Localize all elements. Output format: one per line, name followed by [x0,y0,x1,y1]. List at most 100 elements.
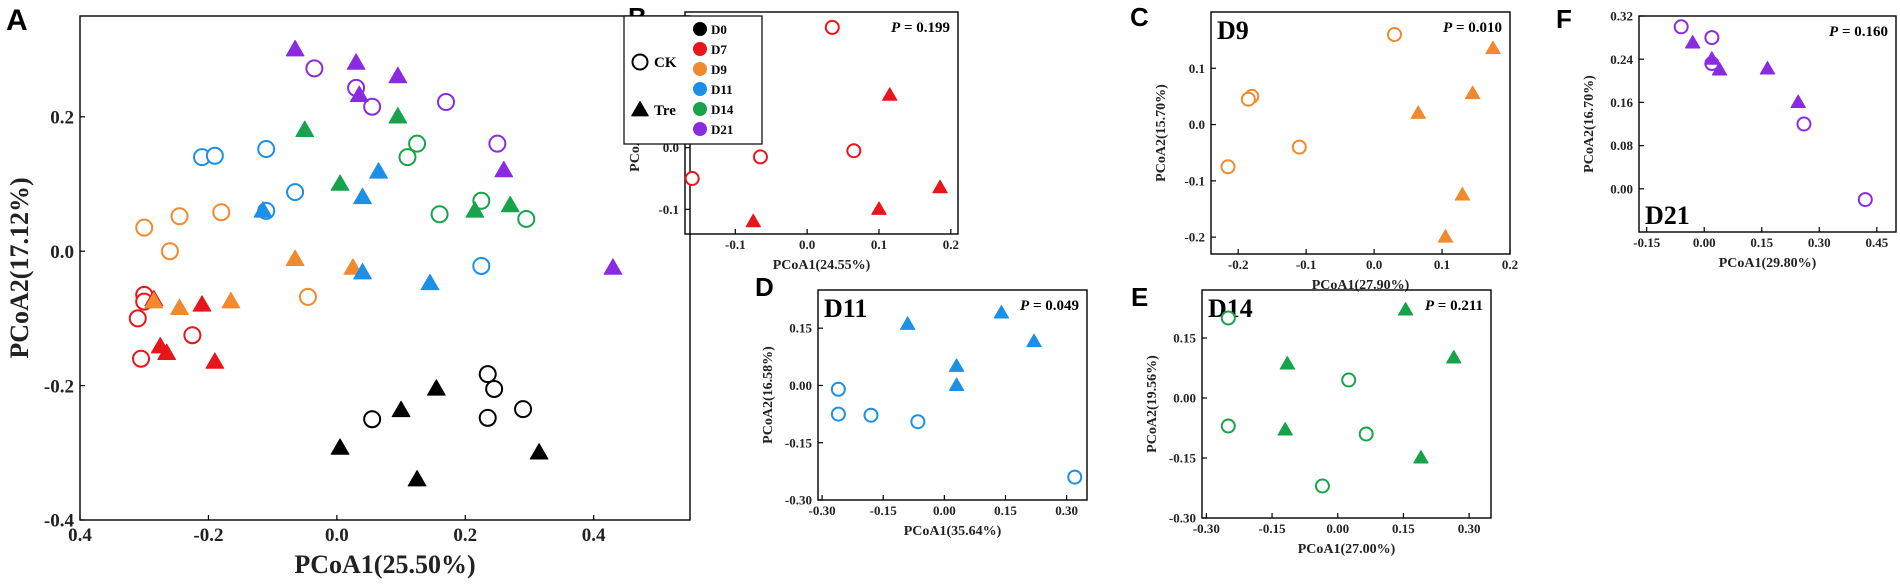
panel-letter: C [1130,2,1149,32]
point-d7-ck [684,171,700,186]
point-d21-ck [363,97,382,116]
y-tick-label: 0.16 [1610,95,1633,110]
plot-frame [79,15,691,521]
plot-frame [817,289,1088,501]
p-equals-sign: = [1029,298,1045,314]
p-equals-sign: = [1434,298,1450,314]
plot-frame [1210,11,1511,255]
legend-d7-swatch [693,42,707,56]
x-tick-label: 0.30 [1808,235,1831,250]
p-value-label: P = 0.211 [1425,298,1483,314]
x-tick-label: 0.4 [68,525,92,546]
panel-a: A0.4 -0.2 0.0 0.2 0.4-0.4-0.20.00.2PCoA1(25.… [5,4,691,579]
point-d9-ck [212,203,231,222]
point-d9-ck [160,242,179,261]
point-d9-tre [1485,40,1501,55]
p-symbol: P [1443,20,1453,36]
point-d11-tre [369,162,388,179]
day-label: D9 [1217,16,1249,45]
point-d9-ck [135,218,154,237]
point-d14-ck [1220,310,1236,326]
point-d14-tre [295,120,315,137]
point-d9-tre [1410,105,1426,119]
point-d0-tre [426,379,446,396]
panel-letter: D [755,272,774,302]
y-tick-label: -0.15 [1169,451,1197,466]
point-d21-ck [305,59,324,78]
series-d14 [295,107,536,228]
p-symbol: P [1829,24,1839,40]
series-d21 [1673,19,1873,208]
y-tick-label: 0.15 [1173,331,1196,346]
y-tick-label: -0.30 [785,493,812,508]
x-tick-label: 0.30 [1458,521,1481,536]
x-tick-label: 0.45 [1865,235,1888,250]
p-symbol: P [891,20,901,36]
panel-c: C -0.2 -0.1 0.0 0.1 0.2 -0.2 -0.1 0.0 0.1 PCoA1(27… [1130,2,1518,293]
point-d9-ck [1240,91,1256,107]
point-d21-tre [603,258,623,275]
legend-d11-swatch [693,82,707,96]
point-d7-ck [846,143,862,159]
panel-e: E -0.30 -0.15 0.00 0.15 0.30 -0.30 -0.15 0.00 0.1… [1131,282,1492,557]
panel-letter: E [1131,282,1148,312]
point-d7-tre [932,179,948,194]
point-d14-tre [1413,450,1429,464]
point-d21-tre [388,66,408,84]
point-d0-ck [478,408,497,427]
day-label: D21 [1645,201,1690,230]
plot-frame [1638,15,1897,233]
point-d11-tre [353,187,372,205]
legend-d14-swatch [693,102,707,116]
point-d14-tre [1277,422,1293,436]
y-tick-label: -0.1 [658,202,679,217]
x-tick-label: 0.15 [994,503,1017,518]
series-d14 [1220,302,1462,494]
y-tick-label: 0.00 [1173,391,1196,406]
legend: CK Tre D0 D7 D9 D11 D14 D21 [623,15,763,145]
legend-tre-marker [631,100,649,117]
p-equals-sign: = [1838,24,1854,40]
p-value-label: P = 0.010 [1443,20,1502,36]
x-tick-label: 0.1 [1434,257,1450,272]
point-d21-tre [346,53,366,70]
point-d7-ck [183,326,202,345]
p-equals-sign: = [1452,20,1468,36]
x-tick-label: 0.00 [1326,521,1349,536]
point-d11-ck [830,381,846,397]
panel-f: F -0.15 0.00 0.15 0.30 0.45 0.00 0.08 0.16 0.24 0.… [1556,4,1897,271]
y-tick-label: 0.00 [1610,181,1633,196]
legend-d0-swatch [693,22,707,36]
legend-day-label: D9 [711,62,727,77]
point-d21-tre [494,160,514,178]
x-tick-label: 0.4 [582,525,606,546]
legend-group-label: Tre [654,103,676,119]
point-d21-tre [1790,94,1806,108]
point-d9-tre [1437,229,1454,243]
point-d0-tre [330,438,350,455]
x-axis-label: PCoA1(24.55%) [773,258,871,273]
point-d0-ck [363,410,382,429]
panel-letter: F [1556,4,1572,34]
point-d21-ck [1704,30,1720,46]
point-d21-tre [1704,51,1720,65]
point-d7-tre [157,343,177,361]
x-tick-label: 0.15 [1392,521,1415,536]
x-tick-label: 0.2 [943,237,959,252]
point-d9-tre [285,249,305,266]
point-d14-ck [408,134,427,153]
x-axis-label: PCoA1(35.64%) [904,524,1002,539]
point-d11-ck [257,140,276,159]
series-d21 [285,39,623,275]
point-d0-tre [407,470,427,487]
y-axis-label: PCoA2(19.56%) [1145,355,1160,453]
y-tick-label: -0.30 [1169,511,1196,526]
point-d21-tre [1684,35,1701,49]
point-d11-ck [205,146,224,165]
point-d9-tre [1454,186,1471,201]
legend-day-label: D7 [711,42,727,57]
point-d11-ck [910,414,926,430]
legend-d21-swatch [693,122,707,136]
point-d9-tre [221,291,241,309]
